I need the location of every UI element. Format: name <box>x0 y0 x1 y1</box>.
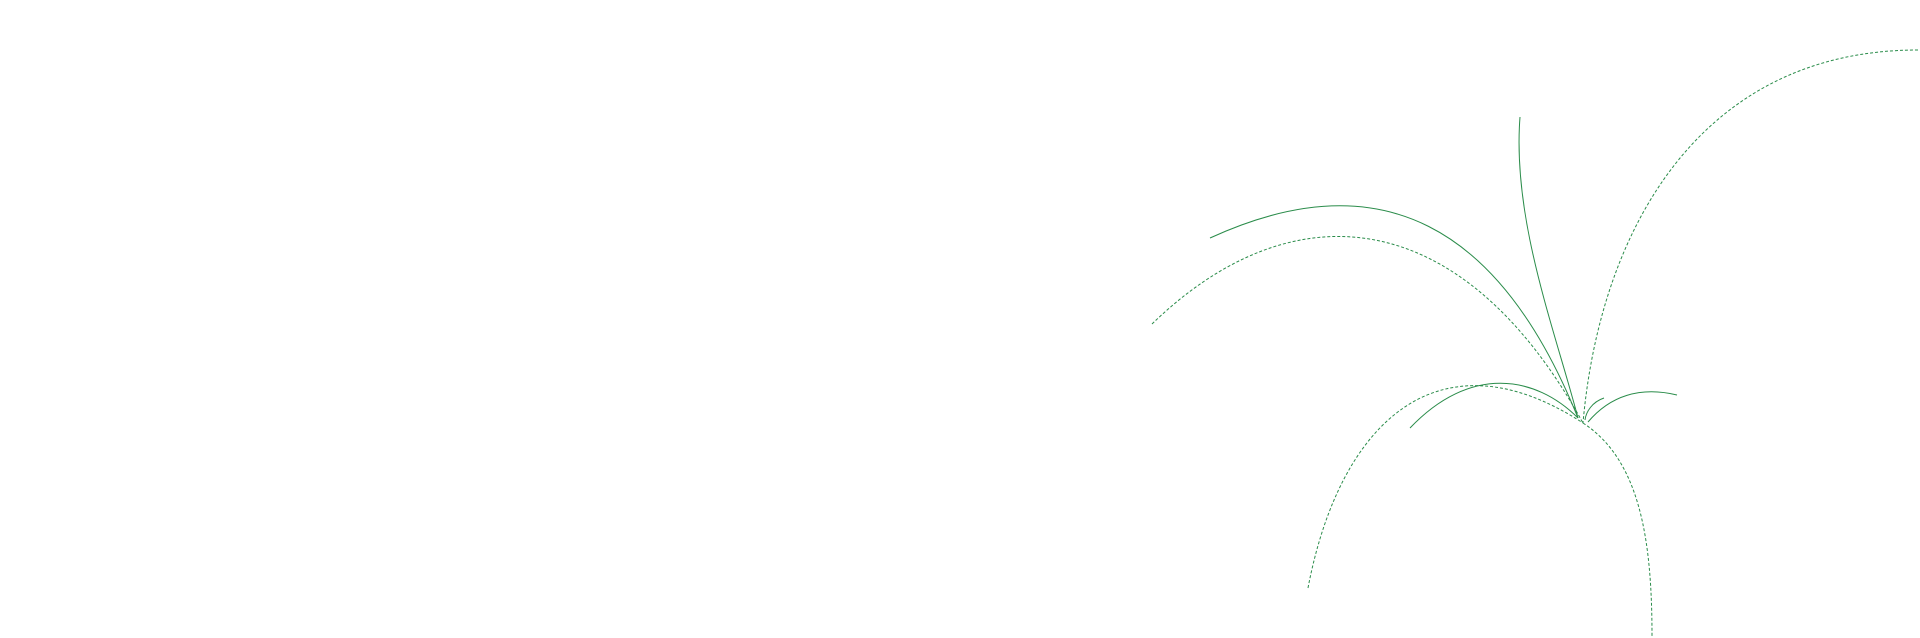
solid-sprout-short <box>1584 397 1605 421</box>
solid-arc-small-left <box>1409 382 1579 429</box>
dashed-arc-downward <box>1582 422 1653 637</box>
solid-arc-upper <box>1209 205 1579 419</box>
dashed-arc-lower-left <box>1307 385 1584 589</box>
solid-sprout-right <box>1587 391 1678 423</box>
solid-stem-vertical <box>1518 116 1579 419</box>
dashed-arc-top-right <box>1582 49 1919 424</box>
dashed-arc-upper <box>1151 236 1584 424</box>
